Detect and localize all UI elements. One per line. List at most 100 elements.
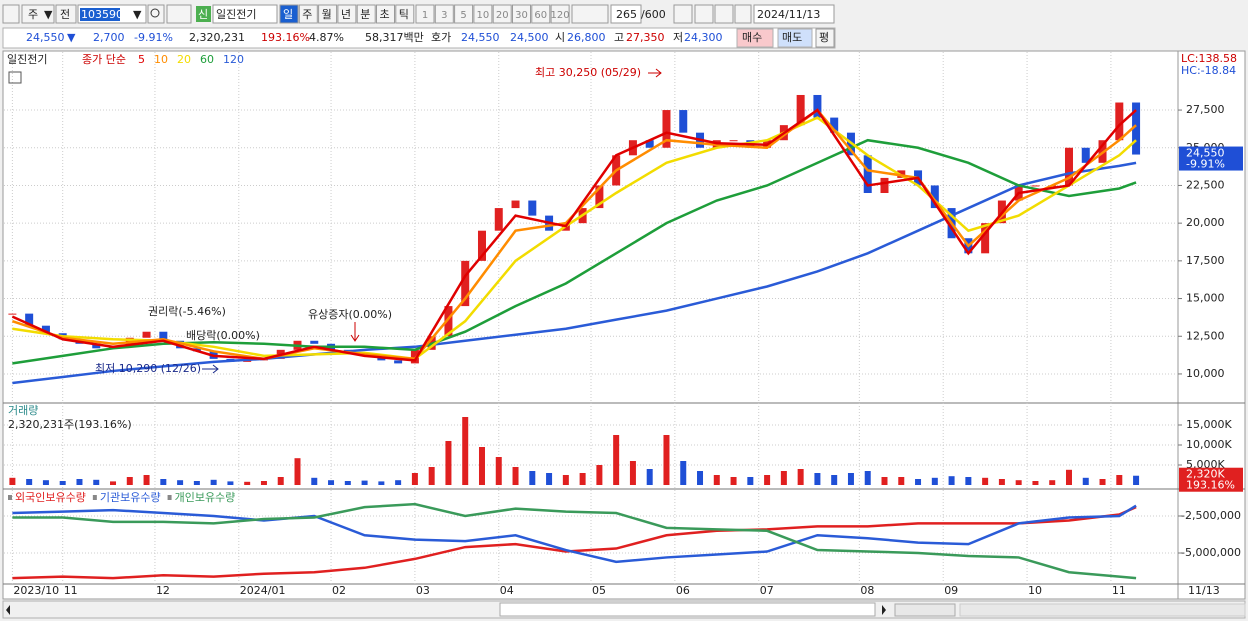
settings-button[interactable] [734,4,752,24]
period-label: 주 [302,8,312,21]
interval-button[interactable] [512,4,531,24]
volume-bar [344,481,351,485]
period-button[interactable] [318,4,338,24]
scroll-right[interactable] [882,605,886,615]
blank-select[interactable] [571,4,609,24]
name-select[interactable] [212,4,278,24]
tool-button[interactable] [694,4,714,24]
legend-item: 20 [177,53,191,66]
volume-bar [864,471,871,485]
market-select[interactable] [21,4,55,24]
period-label: 초 [380,8,390,21]
volume-bar [613,435,620,485]
candle [830,117,839,133]
date-input[interactable] [753,4,835,24]
legend-item: 외국인보유수량 [15,491,86,504]
volume-bar [730,477,737,485]
high-label: 고 [614,31,624,44]
interval-button[interactable] [415,4,435,24]
period-button[interactable] [279,4,299,24]
last-volume: 2,320K [1186,468,1225,481]
candle [444,306,453,337]
count-input[interactable] [610,4,642,24]
y-tick-label: 27,500 [1186,103,1225,116]
volume-bar [1133,475,1140,485]
interval-button[interactable] [434,4,454,24]
table-icon[interactable] [8,71,22,84]
buy-button[interactable] [736,28,774,48]
period-button[interactable] [337,4,357,24]
save-button[interactable] [714,4,734,24]
interval-button[interactable] [473,4,493,24]
play-controls[interactable] [894,603,956,617]
x-tick-label: 11 [64,584,78,597]
volume-bar [512,467,519,485]
last-change: -9.91% [1186,158,1225,171]
avg-button[interactable] [815,28,835,48]
candle [1064,147,1073,186]
scope-button[interactable] [55,4,77,24]
interval-button[interactable] [492,4,512,24]
moving-average-line [11,108,1137,362]
search-button[interactable] [147,4,165,24]
candle [813,94,822,118]
volume: 2,320,231 [189,31,245,44]
volume-bar [378,481,385,485]
volume-bar [395,480,402,485]
scroll-left[interactable] [6,605,10,615]
tool-button[interactable] [673,4,693,24]
legend-item: 기관보유수량 [100,491,161,504]
interval-label: 3 [441,10,447,21]
volume-bar [931,477,938,485]
arrow [350,322,360,342]
scroll-thumb[interactable] [499,602,876,617]
scope: 전 [60,8,70,21]
period-button[interactable] [376,4,395,24]
volume-bar [260,481,267,485]
badge-box [196,6,211,22]
interval-label: 20 [496,10,509,21]
scrollbar [2,600,1246,619]
candle [645,140,654,148]
candle [930,185,939,209]
sell-button[interactable] [777,28,813,48]
turnover-rate: 4.87% [309,31,344,44]
legend-item: 10 [154,53,168,66]
ma-legend: 5 10 20 60 120 [138,53,244,66]
volume-bar [797,469,804,485]
period-button[interactable] [298,4,318,24]
volume-bar [328,480,335,485]
period-button[interactable] [395,4,415,24]
x-tick-label: 2023/10 [13,584,59,597]
candle [1115,102,1124,141]
volume-bar [847,473,854,485]
interval-button[interactable] [531,4,551,24]
legend-item: 60 [200,53,214,66]
sell: 매도 [782,31,802,44]
candle [595,185,604,209]
period-button[interactable] [356,4,376,24]
y-tick-label: 22,500 [1186,178,1225,191]
sound-button[interactable] [166,4,192,24]
menu-icon[interactable] [2,4,20,24]
volume-bar [831,475,838,485]
interval-button[interactable] [454,4,474,24]
interval-button[interactable] [550,4,570,24]
x-tick-label: 06 [676,584,690,597]
zoom-controls[interactable] [959,603,1246,617]
amount: 58,317백만 [365,31,424,44]
candle [410,349,419,364]
x-tick-label: 09 [944,584,958,597]
moving-average-line [12,161,1137,385]
open: 26,800 [567,31,606,44]
investor-line [12,502,1137,580]
volume-bar [445,441,452,485]
x-tick-label: 12 [156,584,170,597]
search-icon [150,8,160,18]
volume-rate: 193.16% [261,31,310,44]
volume-bar [42,480,49,485]
volume-bar [193,481,200,485]
volume-title: 거래량 [8,404,38,417]
